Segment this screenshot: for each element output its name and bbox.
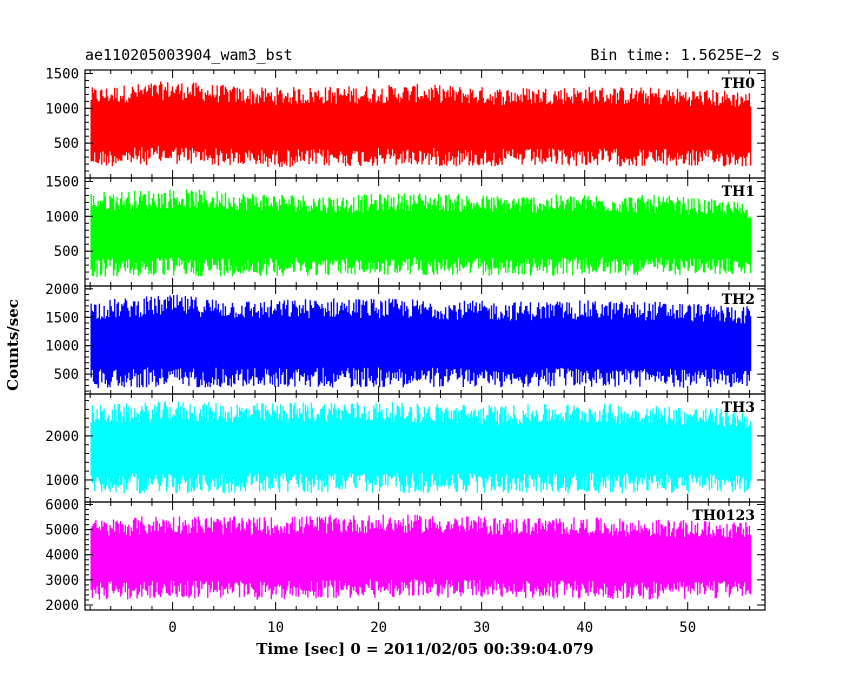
series-line-th1 <box>90 189 752 277</box>
x-tick-label: 30 <box>473 620 490 636</box>
bin-time-label: Bin time: 1.5625E−2 s <box>590 46 780 64</box>
y-tick-label: 1000 <box>45 473 79 489</box>
x-tick-label: 20 <box>370 620 387 636</box>
panel-th2: 500 1000 1500 2000 TH2 <box>45 282 766 395</box>
y-tick-label: 2000 <box>45 282 79 298</box>
panel-th1: 500 1000 1500 TH1 <box>45 174 766 287</box>
panel-th0: 500 1000 1500 TH0 <box>45 66 766 179</box>
panel-frame <box>84 501 766 611</box>
y-tick-label: 500 <box>54 136 79 152</box>
panel-label: TH0 <box>722 76 756 92</box>
series-line-th3 <box>90 401 752 494</box>
panel-label: TH0123 <box>692 508 755 524</box>
y-tick-label: 1500 <box>45 310 79 326</box>
y-tick-label: 3000 <box>45 573 79 589</box>
y-tick-label: 1500 <box>45 66 79 82</box>
series-line-th0 <box>90 81 752 168</box>
panel-th0123: 2000 3000 4000 5000 6000 TH0123 <box>45 498 766 614</box>
panel-th3: 1000 2000 TH3 <box>45 393 766 503</box>
panels-group: 50010001500TH050010001500TH1500100015002… <box>45 66 766 636</box>
panel-label: TH3 <box>722 400 755 416</box>
series-line-th2 <box>90 294 752 389</box>
x-tick-label: 10 <box>267 620 284 636</box>
chart-title: ae110205003904_wam3_bst <box>85 46 293 64</box>
y-tick-label: 2000 <box>45 429 79 445</box>
y-tick-label: 1000 <box>45 209 79 225</box>
y-axis-label: Counts/sec <box>4 299 22 391</box>
series-line-th0123 <box>90 514 752 600</box>
y-tick-label: 5000 <box>45 523 79 539</box>
y-tick-label: 1500 <box>45 174 79 190</box>
panel-label: TH1 <box>722 184 755 200</box>
y-tick-label: 1000 <box>45 339 79 355</box>
panel-label: TH2 <box>722 292 755 308</box>
x-axis-label: Time [sec] 0 = 2011/02/05 00:39:04.079 <box>256 640 593 658</box>
y-tick-label: 1000 <box>45 101 79 117</box>
y-tick-label: 6000 <box>45 498 79 514</box>
y-tick-label: 4000 <box>45 548 79 564</box>
y-tick-label: 2000 <box>45 598 79 614</box>
x-tick-label: 0 <box>168 620 176 636</box>
y-tick-label: 500 <box>54 367 79 383</box>
x-tick-label: 40 <box>576 620 593 636</box>
x-tick-label: 50 <box>679 620 696 636</box>
y-tick-label: 500 <box>54 244 79 260</box>
